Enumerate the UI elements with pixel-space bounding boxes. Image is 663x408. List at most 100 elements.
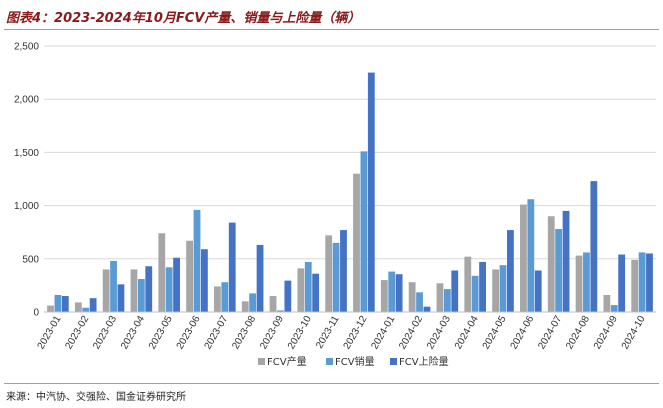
source-divider: [4, 383, 659, 384]
x-tick-label: 2023-10: [286, 314, 314, 352]
x-tick-label: 2023-04: [119, 314, 147, 352]
chart-title: 图表4：2023-2024年10月FCV产量、销量与上险量（辆）: [6, 11, 361, 26]
bar-3: [256, 244, 264, 312]
bar-3: [312, 273, 320, 312]
bar-2: [54, 294, 62, 312]
legend-swatch: [258, 358, 265, 365]
bar-2: [221, 282, 229, 312]
x-tick-label: 2024-08: [564, 314, 592, 352]
x-tick-label: 2023-08: [230, 314, 258, 352]
bar-1: [631, 259, 639, 312]
x-tick-label: 2024-06: [509, 314, 537, 352]
x-tick-label: 2024-10: [620, 314, 648, 352]
x-tick-label: 2023-09: [258, 314, 286, 352]
x-tick-label: 2024-04: [453, 314, 481, 352]
y-tick-label: 1,000: [14, 201, 39, 212]
bar-3: [228, 222, 236, 312]
bar-2: [610, 305, 618, 312]
x-tick-label: 2024-01: [369, 314, 397, 352]
legend: FCV产量 FCV销量 FCV上险量: [258, 355, 449, 368]
legend-swatch: [390, 358, 397, 365]
bar-2: [416, 292, 423, 312]
source-note: 来源：中汽协、交强险、国金证券研究所: [6, 392, 186, 403]
bar-1: [547, 216, 555, 312]
bar-2: [249, 293, 257, 312]
bar-3: [479, 261, 486, 312]
x-tick-label: 2023-01: [36, 314, 64, 352]
bar-3: [284, 280, 292, 312]
bar-3: [451, 270, 459, 312]
bar-1: [603, 294, 611, 312]
y-tick-label: 500: [22, 254, 39, 265]
bar-3: [395, 274, 403, 312]
bar-3: [646, 253, 653, 312]
bar-2: [82, 307, 90, 312]
y-tick-label: 0: [33, 308, 39, 319]
y-tick-label: 2,500: [14, 42, 39, 53]
bar-1: [158, 233, 166, 312]
bar-2: [443, 289, 451, 312]
x-tick-label: 2023-05: [147, 314, 175, 352]
bar-2: [527, 199, 535, 312]
x-tick-label: 2024-05: [481, 314, 509, 352]
bar-1: [269, 296, 277, 312]
x-tick-label: 2023-03: [91, 314, 119, 352]
bar-2: [193, 209, 201, 312]
bar-1: [464, 256, 472, 312]
bar-3: [340, 230, 347, 312]
bar-1: [575, 255, 583, 312]
bar-2: [555, 229, 563, 312]
bar-3: [367, 72, 375, 312]
x-tick-label: 2024-07: [536, 314, 564, 352]
y-tick-label: 2,000: [14, 95, 39, 106]
x-tick-label: 2024-03: [425, 314, 453, 352]
legend-label: FCV产量: [267, 355, 307, 368]
x-tick-label: 2024-02: [397, 314, 425, 352]
bar-1: [214, 286, 221, 312]
bar-2: [277, 310, 284, 312]
bar-3: [534, 270, 542, 312]
x-tick-label: 2023-12: [342, 314, 370, 352]
bar-3: [562, 210, 570, 312]
legend-label: FCV上险量: [399, 355, 449, 368]
bar-1: [241, 301, 249, 312]
bar-2: [360, 151, 368, 312]
bar-3: [201, 249, 208, 312]
bar-3: [618, 254, 626, 312]
legend-swatch: [326, 358, 333, 365]
legend-label: FCV销量: [335, 355, 375, 368]
bar-3: [117, 284, 125, 312]
bar-1: [325, 235, 333, 312]
x-tick-label: 2023-06: [175, 314, 203, 352]
bar-2: [304, 261, 312, 312]
bar-3: [89, 298, 97, 312]
bar-2: [388, 271, 396, 312]
x-tick-label: 2023-07: [203, 314, 231, 352]
bar-1: [520, 204, 527, 312]
bar-3: [507, 230, 514, 312]
bar-3: [173, 257, 180, 312]
gridlines: [44, 45, 656, 260]
bars: [47, 72, 653, 312]
bar-1: [74, 302, 82, 312]
bar-2: [638, 252, 646, 312]
bar-2: [583, 252, 590, 312]
bar-2: [137, 279, 145, 312]
bar-2: [332, 242, 340, 312]
bar-2: [499, 265, 507, 312]
bar-2: [110, 260, 117, 312]
y-tick-label: 1,500: [14, 148, 39, 159]
bar-3: [590, 181, 598, 312]
bar-1: [436, 283, 444, 312]
x-tick-label: 2024-09: [592, 314, 620, 352]
x-tick-label: 2023-11: [314, 314, 342, 351]
bar-1: [130, 269, 138, 312]
bar-1: [380, 280, 388, 312]
bar-3: [145, 266, 153, 312]
bar-1: [102, 269, 110, 312]
bar-3: [61, 296, 69, 312]
bar-3: [423, 306, 431, 312]
x-tick-label: 2023-02: [63, 314, 91, 352]
bar-2: [165, 267, 173, 312]
